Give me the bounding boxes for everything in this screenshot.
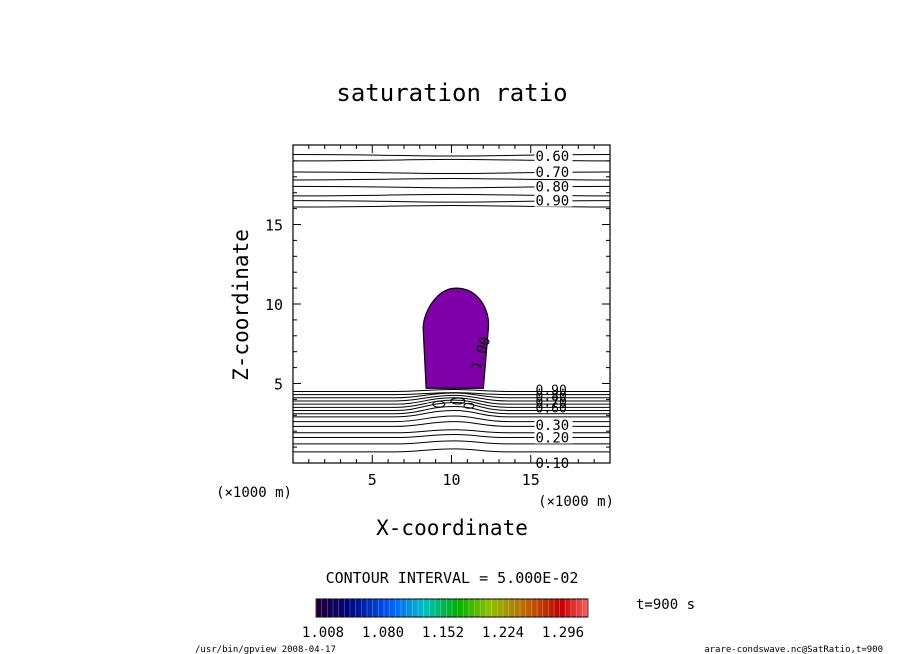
x-tick-label: 5 xyxy=(368,471,377,489)
contour-line xyxy=(293,406,610,415)
x-tick-label: 15 xyxy=(522,471,540,489)
contour-loop xyxy=(432,400,446,408)
contour-line xyxy=(293,440,610,445)
colorbar-ticks: 1.008 1.080 1.152 1.224 1.296 xyxy=(302,599,589,641)
contour-loop xyxy=(450,397,466,405)
y-axis-label: Z-coordinate xyxy=(229,229,253,381)
y-tick-label: 10 xyxy=(265,296,283,314)
contour-line xyxy=(293,394,610,402)
contour-label-crowded: 0.70 xyxy=(536,395,567,410)
contour-label-bg xyxy=(534,431,573,444)
contour-line xyxy=(293,448,610,453)
footer-left: /usr/bin/gpview 2008-04-17 xyxy=(195,645,336,654)
contour-label-bg xyxy=(534,150,573,163)
contour-line xyxy=(293,434,610,439)
contour-label: 0.70 xyxy=(536,165,570,181)
colorbar-label: 1.224 xyxy=(482,625,524,641)
contour-line xyxy=(293,388,610,392)
contour-label: 0.80 xyxy=(536,179,570,195)
contour-line xyxy=(293,409,610,418)
contour-line xyxy=(293,399,610,408)
contour-label-crowded: 0.90 xyxy=(536,383,567,398)
y-unit-label: (×1000 m) xyxy=(216,485,292,501)
contour-line xyxy=(293,421,610,427)
contour-label: 0.60 xyxy=(536,149,570,165)
plot-area: 0.600.700.800.901.000.300.200.100.900.80… xyxy=(265,144,611,489)
contour-line xyxy=(292,177,611,181)
contour-label: 0.20 xyxy=(536,431,570,447)
colorbar-label: 1.152 xyxy=(422,625,464,641)
y-tick-label: 15 xyxy=(265,217,283,235)
contour-label-crowded: 0.80 xyxy=(536,389,567,404)
contour-label: 0.90 xyxy=(536,194,570,210)
contour-label-bg xyxy=(534,194,573,207)
contour-loop xyxy=(463,402,475,409)
x-tick-label: 10 xyxy=(442,471,460,489)
contour-label-crowded: 0.60 xyxy=(536,401,567,416)
colorbar-label: 1.296 xyxy=(542,625,584,641)
y-tick-label: 5 xyxy=(274,376,283,394)
contour-label-bg xyxy=(534,418,573,431)
contour-label: 0.30 xyxy=(536,418,570,434)
contour-line xyxy=(293,402,610,412)
contour-label-bg xyxy=(534,166,573,179)
contour-line xyxy=(293,429,610,434)
colorbar xyxy=(315,598,589,618)
contour-line xyxy=(293,392,610,399)
contour-label: 0.10 xyxy=(536,456,570,472)
contour-interval-label: CONTOUR INTERVAL = 5.000E-02 xyxy=(326,569,579,587)
time-label: t=900 s xyxy=(636,597,695,613)
x-axis-label: X-coordinate xyxy=(376,516,528,540)
supersaturated-region xyxy=(422,287,490,389)
contour-line xyxy=(292,205,611,208)
contour-label-bg xyxy=(534,180,573,193)
colorbar-label: 1.080 xyxy=(362,625,404,641)
chart-title: saturation ratio xyxy=(336,79,567,107)
contour-line xyxy=(293,415,610,423)
x-unit-label: (×1000 m) xyxy=(538,494,614,510)
footer-right: arare-condswave.nc@SatRatio,t=900 xyxy=(704,645,883,654)
colorbar-label: 1.008 xyxy=(302,625,344,641)
contour-line xyxy=(293,397,610,405)
